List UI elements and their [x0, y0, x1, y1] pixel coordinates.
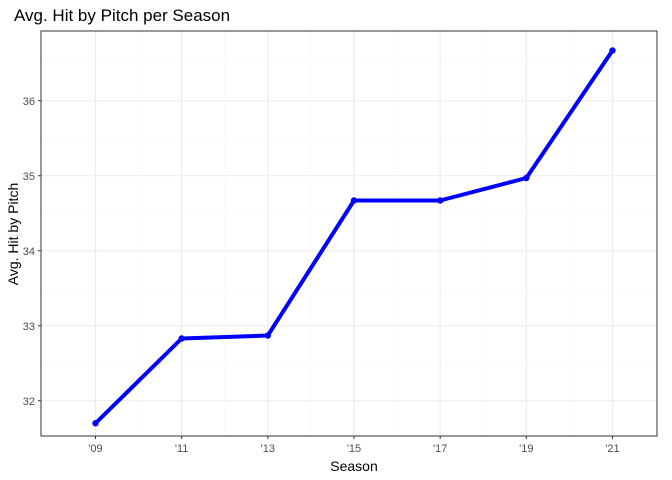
x-tick-label: '09: [88, 443, 102, 455]
y-tick-label: 35: [23, 171, 35, 183]
data-point: [609, 47, 616, 54]
data-points: [92, 47, 616, 427]
x-tick-label: '13: [261, 443, 275, 455]
data-point: [436, 197, 444, 204]
x-tick-label: '17: [433, 443, 447, 455]
y-axis-title: Avg. Hit by Pitch: [5, 183, 21, 285]
x-axis-ticks: '09 '11 '13 '15 '17 '19 '21: [88, 436, 620, 455]
x-tick-label: '19: [519, 443, 533, 455]
x-tick-label: '11: [175, 443, 189, 455]
data-point: [92, 420, 99, 427]
y-axis-ticks: 32 33 34 35 36: [23, 96, 41, 408]
y-tick-label: 34: [23, 246, 35, 258]
panel-border: [40, 30, 658, 437]
data-point: [264, 332, 272, 339]
data-point: [523, 174, 530, 182]
y-tick-label: 33: [23, 321, 35, 333]
data-point: [350, 197, 358, 204]
x-tick-label: '15: [347, 443, 361, 455]
y-tick-label: 32: [23, 396, 35, 408]
chart-title: Avg. Hit by Pitch per Season: [14, 6, 230, 25]
data-point: [178, 335, 185, 342]
gridlines: [41, 31, 657, 436]
y-tick-label: 36: [23, 96, 35, 108]
x-tick-label: '21: [605, 443, 619, 455]
x-axis-title: Season: [330, 458, 377, 474]
